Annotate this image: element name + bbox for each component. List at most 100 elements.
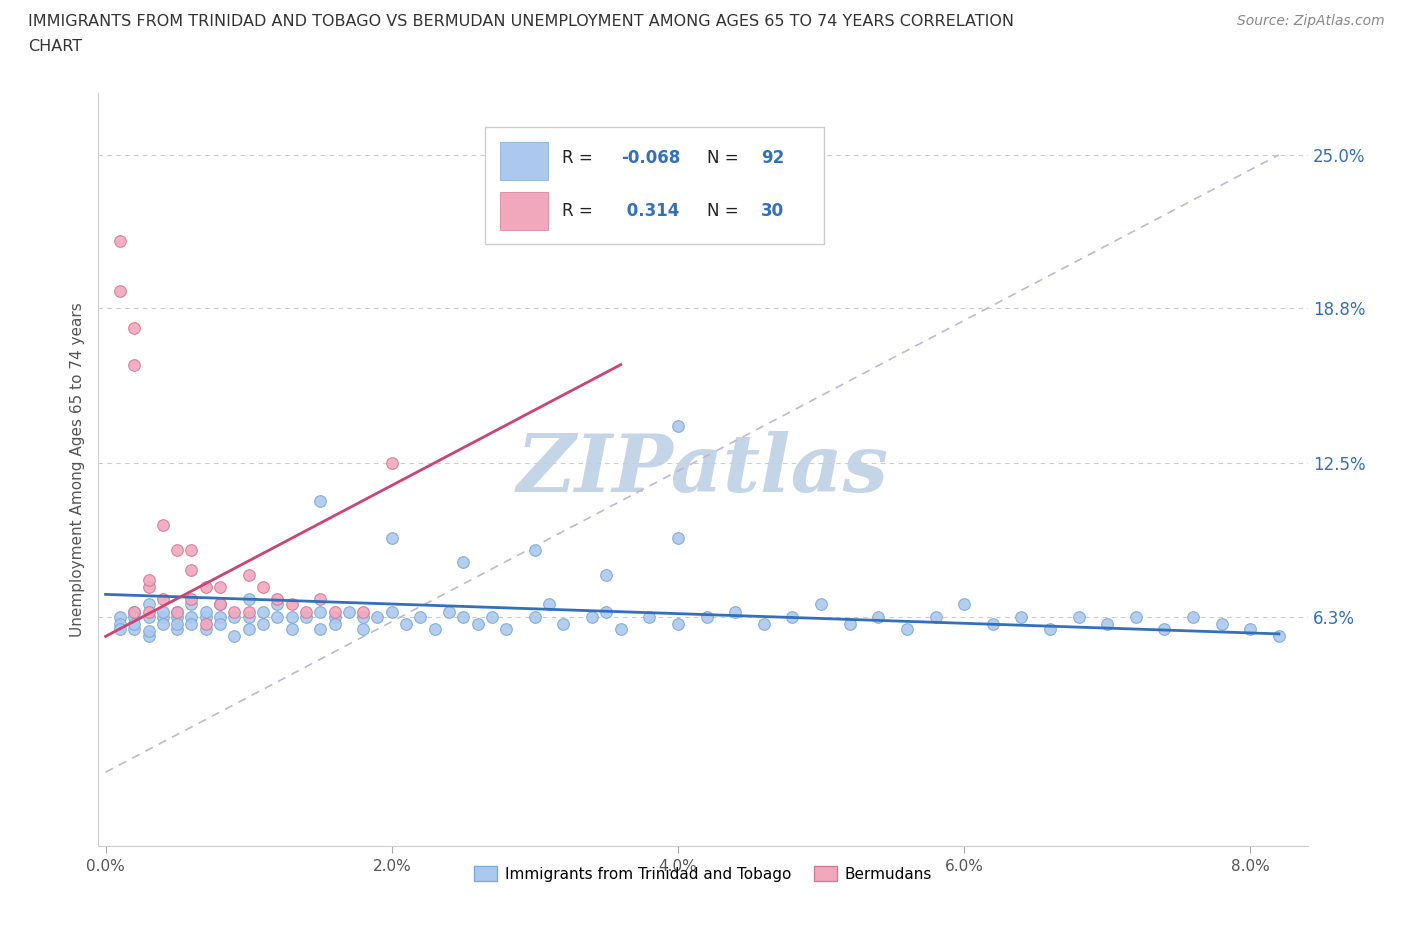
Point	[180, 563, 202, 578]
Point	[309, 493, 332, 508]
Text: R =: R =	[561, 149, 592, 166]
Point	[924, 609, 946, 624]
Point	[953, 597, 976, 612]
Point	[122, 604, 145, 619]
Point	[138, 579, 160, 594]
Point	[538, 597, 561, 612]
Point	[122, 621, 145, 636]
Text: 0.314: 0.314	[621, 202, 679, 219]
Point	[752, 617, 775, 631]
Text: ZIPatlas: ZIPatlas	[517, 431, 889, 509]
Point	[838, 617, 860, 631]
Point	[138, 624, 160, 639]
Point	[194, 621, 217, 636]
Point	[981, 617, 1004, 631]
Point	[108, 617, 131, 631]
Point	[595, 604, 617, 619]
Point	[224, 629, 246, 644]
Point	[238, 604, 260, 619]
Point	[122, 604, 145, 619]
Text: N =: N =	[707, 202, 738, 219]
Point	[194, 617, 217, 631]
Text: 30: 30	[761, 202, 785, 219]
Point	[209, 609, 232, 624]
Point	[595, 567, 617, 582]
Point	[395, 617, 418, 631]
Point	[122, 617, 145, 631]
Text: -0.068: -0.068	[621, 149, 681, 166]
Point	[1097, 617, 1119, 631]
Point	[280, 609, 302, 624]
Point	[295, 604, 318, 619]
Point	[180, 597, 202, 612]
Point	[266, 597, 288, 612]
Point	[180, 591, 202, 606]
Point	[1125, 609, 1147, 624]
Point	[209, 579, 232, 594]
Point	[481, 609, 503, 624]
FancyBboxPatch shape	[485, 126, 824, 244]
Point	[138, 597, 160, 612]
Point	[553, 617, 575, 631]
Point	[209, 597, 232, 612]
Point	[280, 597, 302, 612]
Point	[523, 609, 546, 624]
Point	[352, 621, 374, 636]
Point	[609, 621, 631, 636]
Point	[209, 617, 232, 631]
Point	[138, 609, 160, 624]
Text: N =: N =	[707, 149, 738, 166]
Point	[266, 591, 288, 606]
Point	[666, 419, 689, 434]
Text: Source: ZipAtlas.com: Source: ZipAtlas.com	[1237, 14, 1385, 28]
Point	[381, 604, 404, 619]
Point	[108, 609, 131, 624]
Point	[467, 617, 489, 631]
Point	[238, 567, 260, 582]
Point	[1268, 629, 1291, 644]
Point	[1010, 609, 1032, 624]
Point	[152, 591, 174, 606]
FancyBboxPatch shape	[501, 193, 548, 230]
Text: R =: R =	[561, 202, 592, 219]
Point	[122, 609, 145, 624]
Point	[896, 621, 918, 636]
Point	[437, 604, 460, 619]
Point	[152, 518, 174, 533]
Point	[782, 609, 804, 624]
Point	[238, 621, 260, 636]
Point	[166, 604, 188, 619]
Point	[166, 604, 188, 619]
Point	[323, 604, 346, 619]
Point	[309, 591, 332, 606]
Point	[224, 609, 246, 624]
Text: 92: 92	[761, 149, 785, 166]
Point	[252, 617, 274, 631]
Point	[180, 617, 202, 631]
Point	[194, 604, 217, 619]
Point	[309, 604, 332, 619]
Point	[323, 609, 346, 624]
Point	[166, 609, 188, 624]
Y-axis label: Unemployment Among Ages 65 to 74 years: Unemployment Among Ages 65 to 74 years	[70, 302, 86, 637]
Point	[638, 609, 661, 624]
Point	[366, 609, 388, 624]
Point	[381, 530, 404, 545]
Point	[152, 609, 174, 624]
Point	[194, 609, 217, 624]
Point	[323, 617, 346, 631]
Point	[138, 629, 160, 644]
Point	[180, 542, 202, 557]
Point	[108, 621, 131, 636]
Point	[696, 609, 718, 624]
Text: IMMIGRANTS FROM TRINIDAD AND TOBAGO VS BERMUDAN UNEMPLOYMENT AMONG AGES 65 TO 74: IMMIGRANTS FROM TRINIDAD AND TOBAGO VS B…	[28, 14, 1014, 29]
Point	[724, 604, 747, 619]
Point	[194, 579, 217, 594]
Point	[1182, 609, 1205, 624]
Point	[495, 621, 517, 636]
Point	[666, 617, 689, 631]
Point	[868, 609, 890, 624]
Point	[423, 621, 446, 636]
Point	[352, 609, 374, 624]
Point	[108, 233, 131, 248]
